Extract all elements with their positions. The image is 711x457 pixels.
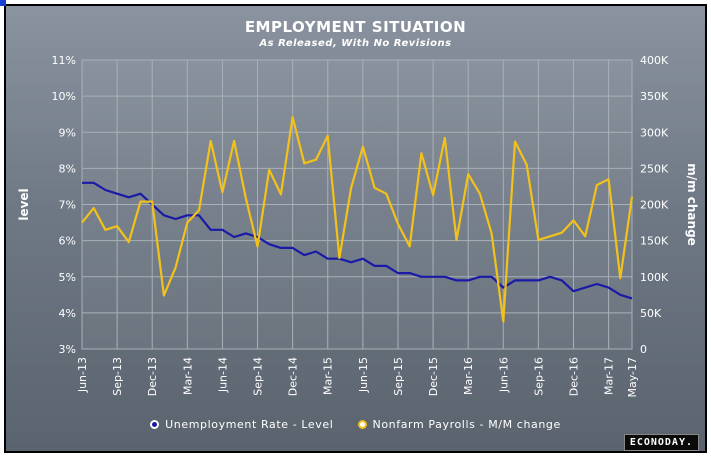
y-left-tick-label: 5% xyxy=(59,271,76,284)
legend-label-unemployment: Unemployment Rate - Level xyxy=(165,418,334,431)
y-right-tick-label: 250K xyxy=(640,162,669,175)
legend-item-unemployment: Unemployment Rate - Level xyxy=(150,418,333,431)
x-tick-label: Jun-13 xyxy=(76,357,89,393)
y-right-tick-label: 200K xyxy=(640,199,669,212)
y-right-tick-label: 100K xyxy=(640,271,669,284)
y-left-tick-label: 11% xyxy=(52,54,76,67)
x-tick-label: Dec-16 xyxy=(567,357,580,396)
legend-marker-unemployment xyxy=(150,420,160,429)
x-tick-label: Mar-15 xyxy=(322,357,335,395)
y-left-tick-label: 10% xyxy=(52,90,76,103)
econoday-logo: ECONODAY. xyxy=(623,434,699,451)
y-right-tick-label: 350K xyxy=(640,90,669,103)
series-line-payrolls xyxy=(81,115,634,323)
y-right-tick-label: 150K xyxy=(640,235,669,248)
corner-mark xyxy=(0,0,6,6)
x-tick-label: Jun-15 xyxy=(357,357,370,393)
chart-canvas: 3% 0 4% 50K 5% 100K 6% 150K 7% 200K 8% 250K 9% 300K 10… xyxy=(17,54,699,398)
y-right-tick-label: 300K xyxy=(640,126,669,139)
y-left-tick-label: 7% xyxy=(59,199,76,212)
x-tick-label: Dec-13 xyxy=(146,357,159,396)
series-line-unemployment xyxy=(82,181,633,300)
chart-subtitle: As Released, With No Revisions xyxy=(259,38,452,49)
x-tick-label: Jun-14 xyxy=(216,357,229,393)
y-left-tick-label: 9% xyxy=(59,126,76,139)
y-left-tick-label: 8% xyxy=(59,162,76,175)
y-left-axis-title: level xyxy=(17,188,31,220)
legend-label-payrolls: Nonfarm Payrolls - M/M change xyxy=(372,418,561,431)
y-left-tick-label: 4% xyxy=(59,307,76,320)
chart-panel: 3% 0 4% 50K 5% 100K 6% 150K 7% 200K 8% 250K 9% 300K 10… xyxy=(4,4,707,453)
y-right-axis-title: m/m change xyxy=(685,163,699,246)
x-tick-label: Sep-13 xyxy=(111,357,124,396)
x-tick-label: May-17 xyxy=(626,357,639,398)
y-right-tick-label: 50K xyxy=(640,307,662,320)
x-tick-label: Mar-14 xyxy=(181,357,194,395)
x-tick-label: Sep-16 xyxy=(532,357,545,396)
x-tick-label: Jun-16 xyxy=(497,357,510,393)
chart-title: EMPLOYMENT SITUATION xyxy=(244,18,467,36)
x-tick-label: Sep-14 xyxy=(252,357,265,396)
y-left-tick-label: 6% xyxy=(59,235,76,248)
legend-item-payrolls: Nonfarm Payrolls - M/M change xyxy=(357,418,561,431)
x-tick-label: Sep-15 xyxy=(392,357,405,396)
x-tick-label: Mar-16 xyxy=(462,357,475,395)
y-right-tick-label: 400K xyxy=(640,54,669,67)
x-tick-label: Dec-14 xyxy=(287,357,300,396)
x-tick-label: Dec-15 xyxy=(427,357,440,396)
legend-marker-payrolls xyxy=(357,420,367,429)
y-left-tick-label: 3% xyxy=(59,343,76,356)
x-tick-label: Mar-17 xyxy=(603,357,616,395)
y-right-tick-label: 0 xyxy=(640,343,647,356)
chart-legend: Unemployment Rate - Level Nonfarm Payrol… xyxy=(6,418,705,431)
